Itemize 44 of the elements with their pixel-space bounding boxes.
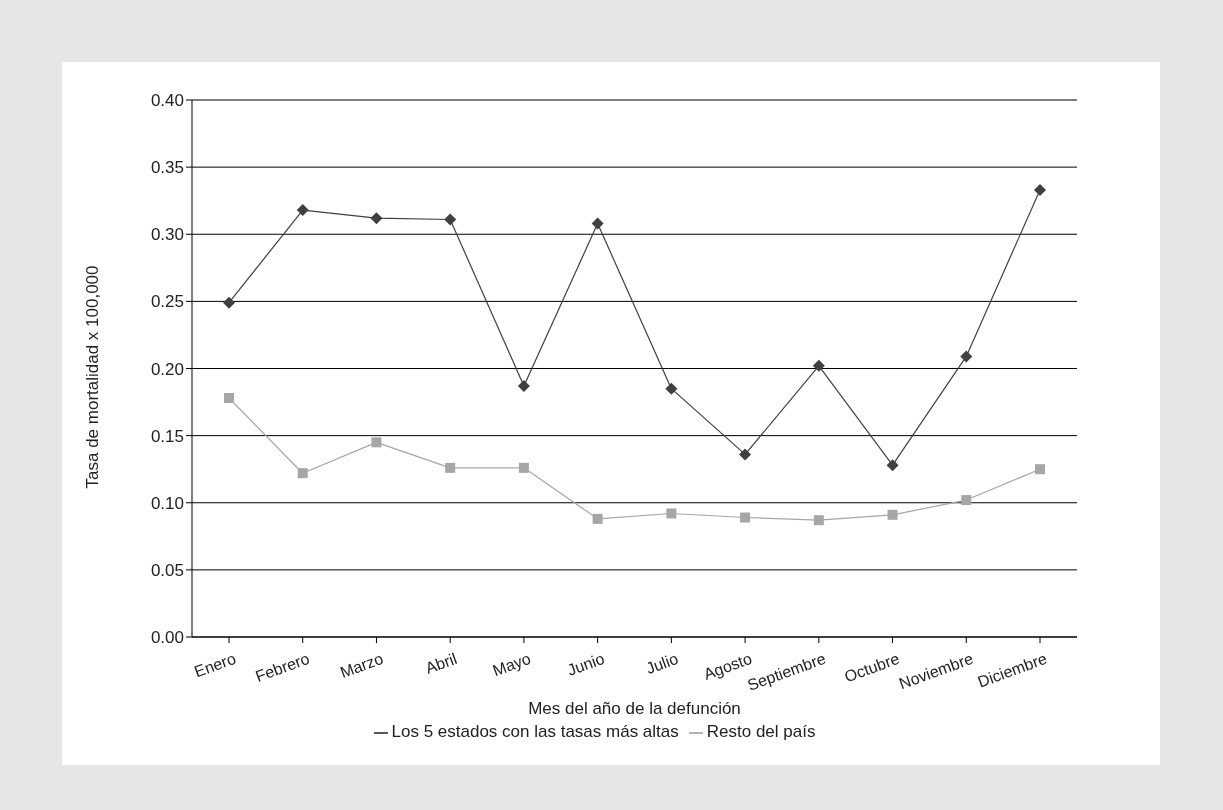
- point: [224, 393, 234, 404]
- point: [592, 513, 603, 524]
- point: [1035, 464, 1045, 475]
- y-tick-label: 0.35: [150, 158, 184, 178]
- x-tick-label: Abril: [423, 649, 460, 677]
- x-tick-label: Junio: [564, 649, 607, 679]
- point: [739, 448, 752, 461]
- point: [812, 359, 825, 372]
- y-tick-label: 0.25: [150, 292, 184, 312]
- y-tick-label: 0.40: [150, 91, 184, 111]
- y-tick-label: 0.10: [150, 493, 184, 513]
- point: [591, 217, 604, 230]
- x-tick-label: Marzo: [337, 649, 386, 682]
- point: [296, 204, 309, 217]
- x-axis-title: Mes del año de la defunción: [528, 699, 741, 718]
- point: [223, 296, 235, 309]
- y-tick-label: 0.15: [150, 426, 184, 446]
- point: [1034, 183, 1046, 196]
- y-axis-title: Tasa de mortalidad x 100,000: [83, 265, 103, 489]
- x-tick-label: Enero: [192, 649, 239, 681]
- legend-label: Los 5 estados con las tasas más altas: [391, 722, 679, 741]
- point: [887, 509, 898, 520]
- point: [370, 212, 383, 225]
- y-tick-label: 0.20: [150, 359, 184, 379]
- y-tick-label: 0.05: [150, 560, 184, 580]
- x-tick-label: Julio: [643, 649, 681, 678]
- point: [666, 508, 677, 519]
- point: [740, 512, 751, 523]
- point: [297, 468, 308, 479]
- legend-label: Resto del país: [706, 722, 816, 741]
- point: [665, 382, 678, 395]
- x-tick-label: Febrero: [253, 649, 312, 685]
- point: [444, 213, 457, 226]
- point: [371, 437, 382, 448]
- y-tick-label: 0.30: [150, 225, 184, 245]
- point: [518, 462, 529, 473]
- point: [961, 495, 972, 506]
- point: [445, 462, 456, 473]
- x-tick-label: Mayo: [490, 649, 534, 680]
- point: [886, 459, 899, 472]
- y-tick-label: 0.00: [150, 628, 184, 648]
- point: [960, 350, 973, 363]
- point: [517, 379, 530, 392]
- point: [813, 515, 824, 526]
